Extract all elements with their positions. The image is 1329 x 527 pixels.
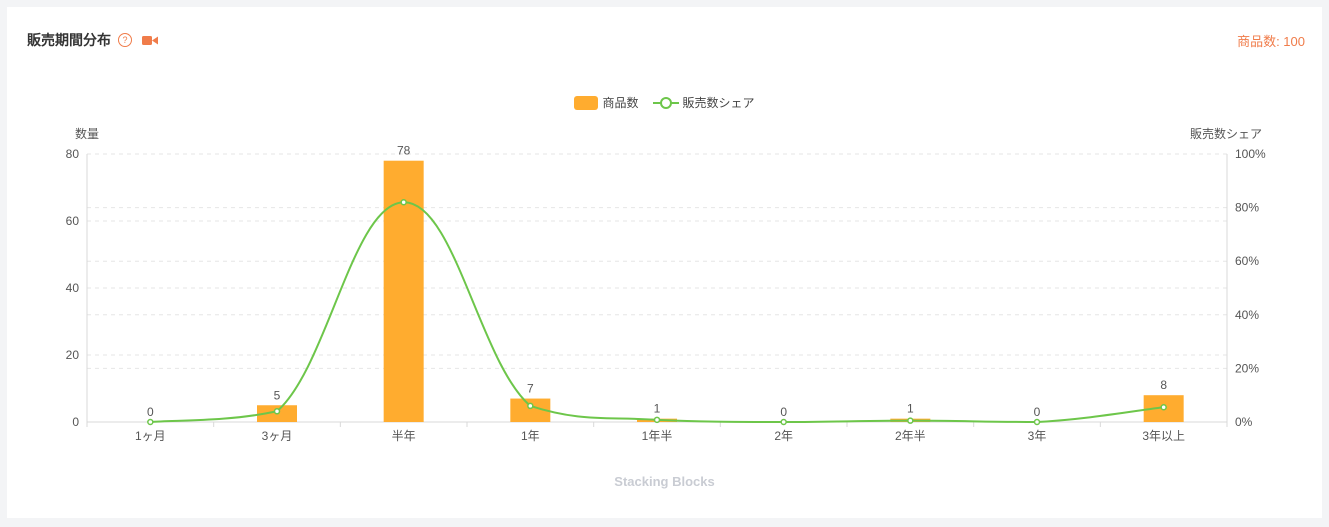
question-circle-icon[interactable]: ? — [118, 33, 132, 47]
y-tick-left: 0 — [72, 415, 79, 429]
legend-item-line[interactable]: 販売数シェア — [652, 94, 755, 111]
share-point — [273, 408, 281, 415]
bar-value-label: 5 — [274, 388, 281, 402]
chart-card: 販売期間分布 ? 商品数: 100 商品数 販売数シェア 0 20 40 60 80 0%… — [7, 7, 1322, 518]
card-header: 販売期間分布 ? — [27, 31, 158, 49]
y-tick-left: 40 — [66, 281, 80, 295]
bar-value-label: 0 — [780, 405, 787, 419]
share-point — [907, 417, 914, 424]
legend-bar-label: 商品数 — [602, 96, 639, 110]
x-tick-label: 2年半 — [895, 429, 926, 443]
share-line — [150, 201, 1164, 424]
share-point — [653, 416, 661, 424]
x-tick-label: 1年半 — [642, 429, 673, 443]
share-point — [1160, 404, 1167, 411]
x-tick-label: 3年以上 — [1142, 429, 1185, 443]
bar-value-label: 78 — [397, 144, 411, 158]
y-tick-right: 40% — [1235, 308, 1259, 322]
y-axis-title-left: 数量 — [75, 126, 99, 141]
x-tick-label: 半年 — [392, 429, 416, 443]
y-tick-right: 20% — [1235, 361, 1259, 375]
product-count: 商品数: 100 — [1237, 34, 1305, 49]
footer-caption: Stacking Blocks — [614, 474, 715, 489]
legend-bar-swatch — [574, 95, 599, 110]
x-tick-label: 3ヶ月 — [262, 429, 293, 443]
y-tick-left: 80 — [66, 147, 80, 161]
x-tick-label: 3年 — [1028, 429, 1047, 443]
x-tick-label: 1ヶ月 — [135, 429, 166, 443]
y-tick-right: 80% — [1235, 201, 1259, 215]
chart-legend: 商品数 販売数シェア — [7, 94, 1322, 111]
legend-line-label: 販売数シェア — [682, 96, 755, 110]
x-tick-label: 1年 — [521, 429, 540, 443]
x-tick-label: 2年 — [774, 429, 793, 443]
bar-value-label: 7 — [527, 382, 534, 396]
legend-item-bar[interactable]: 商品数 — [574, 94, 639, 111]
share-point — [400, 198, 407, 206]
y-tick-right: 100% — [1235, 147, 1266, 161]
share-point — [1033, 418, 1041, 426]
bar-value-label: 0 — [1034, 405, 1041, 419]
y-tick-right: 60% — [1235, 254, 1259, 268]
y-tick-left: 60 — [66, 214, 80, 228]
bar-value-label: 1 — [907, 402, 914, 416]
y-axis-title-right: 販売数シェア — [1190, 126, 1262, 141]
bar-value-label: 0 — [147, 405, 154, 419]
share-point — [780, 418, 787, 426]
y-tick-right: 0% — [1235, 415, 1253, 429]
bar-value-label: 1 — [654, 402, 661, 416]
legend-line-swatch — [652, 96, 679, 109]
share-point — [147, 418, 154, 426]
bar — [510, 398, 551, 422]
share-point — [527, 402, 534, 410]
card-title: 販売期間分布 — [27, 32, 111, 48]
video-camera-icon[interactable] — [142, 35, 158, 46]
bar-value-label: 8 — [1160, 378, 1167, 392]
y-tick-left: 20 — [66, 348, 80, 362]
